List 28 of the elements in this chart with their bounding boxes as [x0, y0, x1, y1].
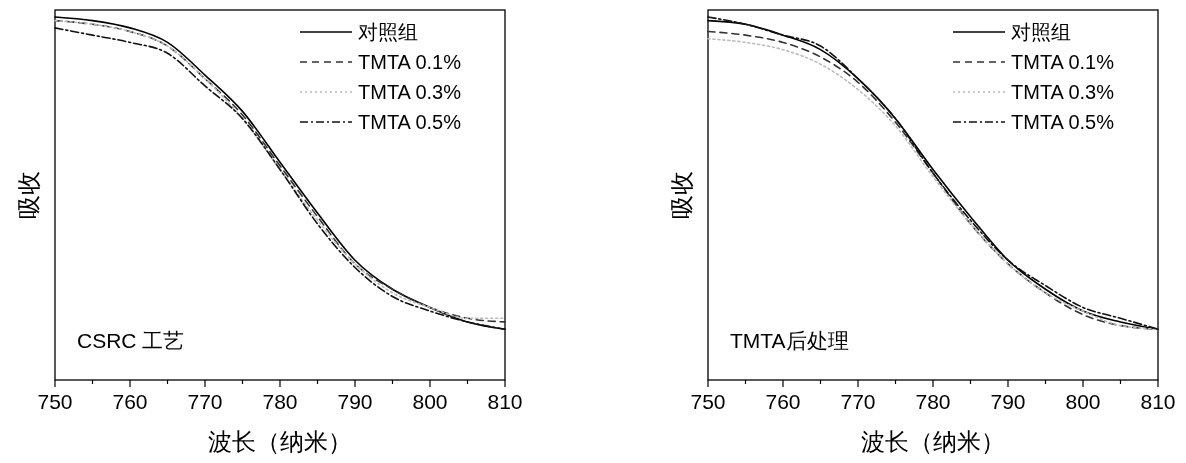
legend-label: 对照组	[1011, 21, 1071, 43]
legend-label: TMTA 0.3%	[1011, 81, 1115, 103]
x-tick-label: 790	[337, 390, 373, 413]
annotation: CSRC 工艺	[77, 329, 185, 352]
x-tick-label: 800	[412, 390, 448, 413]
y-axis-title: 吸收	[15, 171, 42, 219]
legend-label: TMTA 0.3%	[358, 81, 462, 103]
x-tick-label: 750	[37, 390, 73, 413]
annotation: TMTA后处理	[730, 329, 849, 352]
legend-label: TMTA 0.5%	[1011, 111, 1115, 133]
x-tick-label: 770	[187, 390, 223, 413]
legend-label: 对照组	[358, 21, 418, 43]
x-tick-label: 770	[840, 390, 876, 413]
x-tick-label: 760	[112, 390, 148, 413]
x-tick-label: 780	[915, 390, 951, 413]
x-tick-label: 810	[1140, 390, 1176, 413]
x-axis-title: 波长（纳米）	[861, 428, 1005, 455]
x-tick-label: 780	[262, 390, 298, 413]
x-axis-title: 波长（纳米）	[208, 428, 352, 455]
legend-label: TMTA 0.1%	[1011, 51, 1115, 73]
y-axis-title: 吸收	[668, 171, 695, 219]
legend-label: TMTA 0.1%	[358, 51, 462, 73]
x-tick-label: 760	[765, 390, 801, 413]
x-tick-label: 800	[1065, 390, 1101, 413]
x-tick-label: 790	[990, 390, 1026, 413]
x-tick-label: 750	[690, 390, 726, 413]
legend-label: TMTA 0.5%	[358, 111, 462, 133]
x-tick-label: 810	[487, 390, 523, 413]
